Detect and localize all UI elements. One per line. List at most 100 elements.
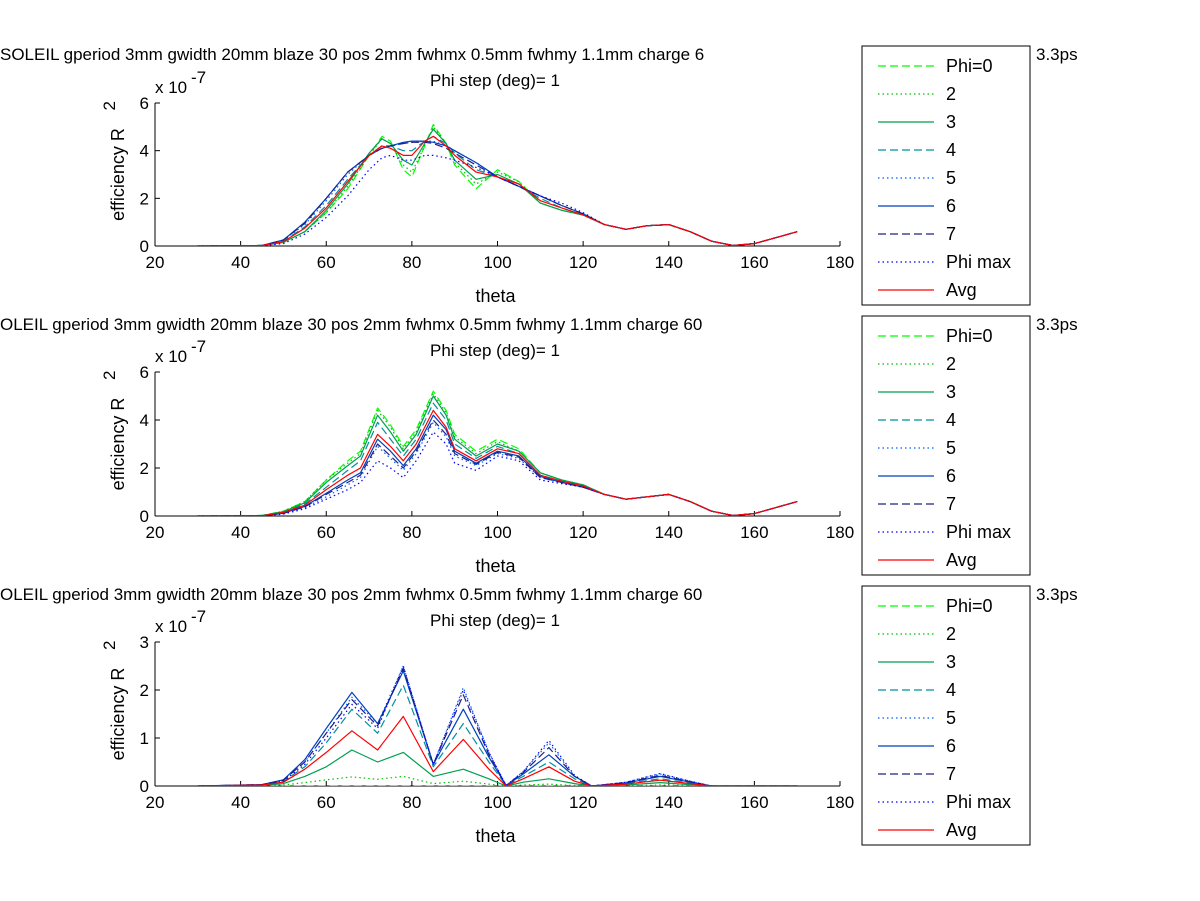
- chart-title-tail: 3.3ps: [1036, 45, 1078, 64]
- x-tick-label: 20: [146, 793, 165, 812]
- legend-label: 6: [946, 466, 956, 486]
- legend: Phi=0 2 3 4 5 6 7 Phi max Avg: [861, 315, 1031, 576]
- y-multiplier: x 10: [155, 347, 187, 366]
- x-axis-label: theta: [475, 826, 516, 846]
- legend-label: 6: [946, 736, 956, 756]
- legend-label: Avg: [946, 280, 977, 300]
- x-tick-label: 40: [231, 523, 250, 542]
- y-axis-label-group: efficiency R 2: [100, 371, 128, 491]
- y-multiplier-exponent: -7: [191, 337, 206, 356]
- y-axis-label: efficiency R: [108, 668, 128, 761]
- chart-title: OLEIL gperiod 3mm gwidth 20mm blaze 30 p…: [0, 585, 702, 604]
- x-tick-label: 120: [569, 523, 597, 542]
- y-axis-label-sup: 2: [100, 641, 119, 650]
- legend-label: 3: [946, 112, 956, 132]
- x-tick-label: 180: [826, 253, 854, 272]
- chart-title: OLEIL gperiod 3mm gwidth 20mm blaze 30 p…: [0, 315, 702, 334]
- series-line-8: [197, 665, 798, 786]
- series-line-3: [197, 128, 798, 246]
- y-axis-label: efficiency R: [108, 398, 128, 491]
- y-tick-label: 3: [140, 633, 149, 652]
- series-line-6: [197, 140, 798, 246]
- y-axis-label-sup: 2: [100, 101, 119, 110]
- x-tick-label: 40: [231, 793, 250, 812]
- x-tick-label: 120: [569, 253, 597, 272]
- chart-1: SOLEIL gperiod 3mm gwidth 20mm blaze 30 …: [0, 45, 1078, 306]
- legend-label: Phi=0: [946, 596, 993, 616]
- series-line-2: [197, 775, 798, 786]
- legend-box: [861, 585, 1031, 846]
- chart-3: OLEIL gperiod 3mm gwidth 20mm blaze 30 p…: [0, 585, 1078, 846]
- legend-label: Phi max: [946, 522, 1011, 542]
- series-group: [197, 123, 798, 246]
- series-line-9: [197, 135, 798, 246]
- x-tick-label: 40: [231, 253, 250, 272]
- series-line-4: [197, 402, 798, 516]
- chart-subtitle: Phi step (deg)= 1: [430, 71, 560, 90]
- x-tick-label: 60: [317, 793, 336, 812]
- x-tick-label: 100: [483, 793, 511, 812]
- y-tick-label: 4: [140, 142, 149, 161]
- y-axis-label: efficiency R: [108, 128, 128, 221]
- y-tick-label: 2: [140, 681, 149, 700]
- legend-label: 7: [946, 224, 956, 244]
- series-line-1: [197, 390, 798, 516]
- x-tick-label: 20: [146, 523, 165, 542]
- legend-label: Phi=0: [946, 56, 993, 76]
- y-tick-label: 0: [140, 777, 149, 796]
- series-line-6: [197, 414, 798, 516]
- x-tick-label: 140: [655, 253, 683, 272]
- x-tick-label: 80: [402, 253, 421, 272]
- x-tick-label: 180: [826, 793, 854, 812]
- legend-label: 2: [946, 354, 956, 374]
- y-tick-label: 2: [140, 189, 149, 208]
- legend-label: 6: [946, 196, 956, 216]
- y-axis-label-group: efficiency R 2: [100, 641, 128, 761]
- legend-label: 2: [946, 624, 956, 644]
- legend-label: 5: [946, 168, 956, 188]
- y-axis-label-group: efficiency R 2: [100, 101, 128, 221]
- series-line-9: [197, 715, 798, 786]
- chart-title-tail: 3.3ps: [1036, 315, 1078, 334]
- chart-title: SOLEIL gperiod 3mm gwidth 20mm blaze 30 …: [0, 45, 704, 64]
- legend-label: 4: [946, 410, 956, 430]
- x-tick-label: 60: [317, 253, 336, 272]
- legend-label: 5: [946, 438, 956, 458]
- y-axis-label-sup: 2: [100, 371, 119, 380]
- y-multiplier-exponent: -7: [191, 607, 206, 626]
- series-line-5: [197, 421, 798, 516]
- chart-subtitle: Phi step (deg)= 1: [430, 341, 560, 360]
- series-line-5: [197, 140, 798, 246]
- x-tick-label: 180: [826, 523, 854, 542]
- series-group: [197, 665, 798, 786]
- legend-label: 2: [946, 84, 956, 104]
- y-multiplier: x 10: [155, 617, 187, 636]
- legend-label: Avg: [946, 820, 977, 840]
- legend-label: Phi max: [946, 792, 1011, 812]
- series-line-3: [197, 749, 798, 786]
- x-tick-label: 160: [740, 523, 768, 542]
- series-line-7: [197, 141, 798, 246]
- legend-label: 4: [946, 140, 956, 160]
- series-line-8: [197, 431, 798, 516]
- series-line-1: [197, 123, 798, 246]
- series-line-8: [197, 154, 798, 246]
- x-axis-label: theta: [475, 286, 516, 306]
- x-tick-label: 60: [317, 523, 336, 542]
- series-line-5: [197, 665, 798, 786]
- legend-label: Avg: [946, 550, 977, 570]
- series-line-7: [197, 419, 798, 516]
- x-tick-label: 20: [146, 253, 165, 272]
- series-group: [197, 390, 798, 516]
- series-line-4: [197, 135, 798, 246]
- x-tick-label: 140: [655, 523, 683, 542]
- legend-label: Phi max: [946, 252, 1011, 272]
- series-line-9: [197, 409, 798, 516]
- legend-label: 3: [946, 382, 956, 402]
- x-tick-label: 100: [483, 523, 511, 542]
- chart-2: OLEIL gperiod 3mm gwidth 20mm blaze 30 p…: [0, 315, 1078, 576]
- y-tick-label: 6: [140, 363, 149, 382]
- legend-box: [861, 315, 1031, 576]
- y-tick-label: 4: [140, 411, 149, 430]
